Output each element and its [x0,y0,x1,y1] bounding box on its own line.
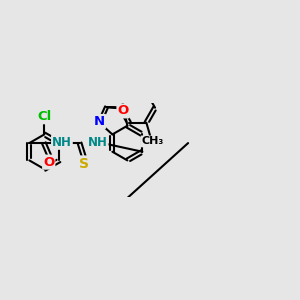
Text: Cl: Cl [37,110,52,123]
Text: O: O [118,104,129,117]
Text: N: N [94,115,105,128]
Text: NH: NH [52,136,72,149]
Text: CH₃: CH₃ [142,136,164,146]
Text: S: S [79,157,89,170]
Text: NH: NH [88,136,107,149]
Text: O: O [43,156,54,169]
